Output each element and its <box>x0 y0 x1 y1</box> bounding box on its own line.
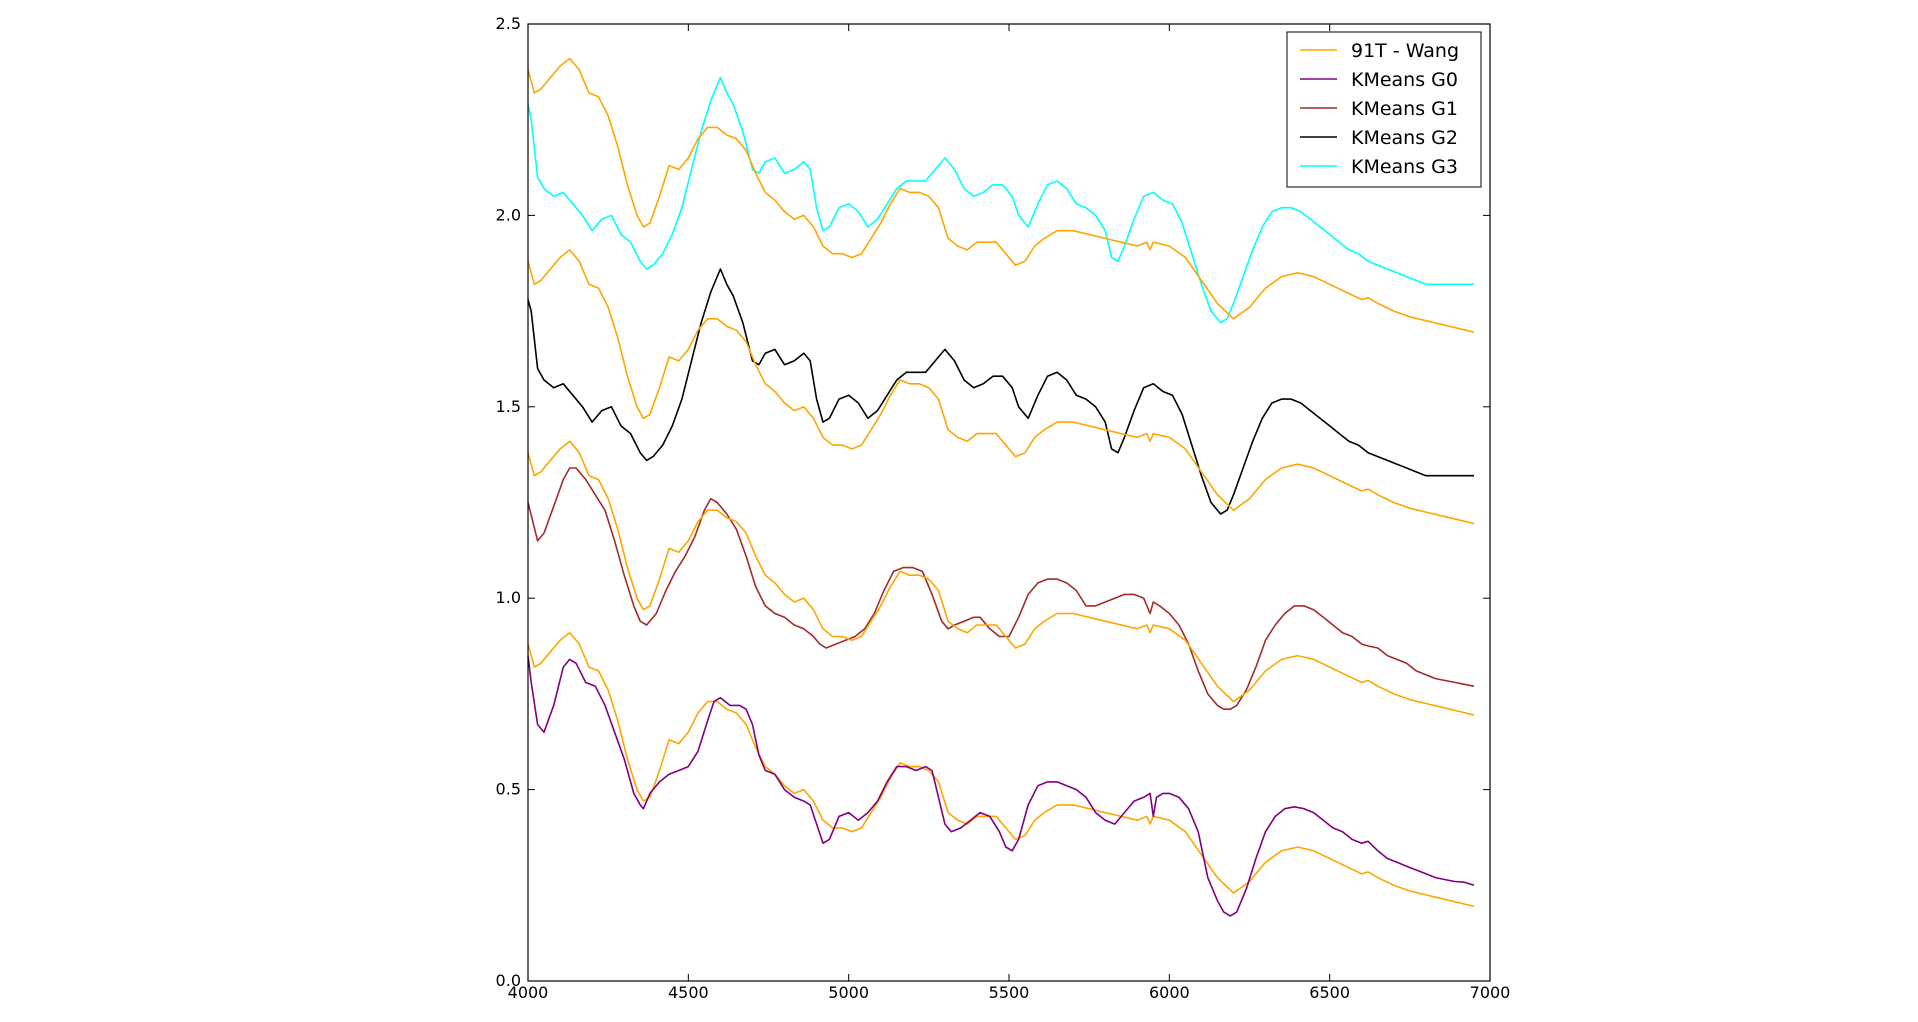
legend-label: KMeans G2 <box>1351 127 1458 149</box>
ticks-layer: 4000 4500 5000 5500 6000 6500 7000 0.0 0.5 1.0 1.5… <box>496 14 1511 1002</box>
legend: 91T - Wang KMeans G0 KMeans G1 KMeans G2 KMe… <box>1286 31 1482 188</box>
series-line-91t-wang-7 <box>527 57 1475 333</box>
x-tick-label: 6000 <box>1149 983 1190 1002</box>
x-tick-label: 4500 <box>668 983 709 1002</box>
y-tick-label: 1.0 <box>496 588 521 607</box>
y-tick-label: 0.0 <box>496 971 521 990</box>
x-tick-label: 6500 <box>1309 983 1350 1002</box>
series-layer <box>527 57 1475 917</box>
y-tick-label: 2.5 <box>496 14 521 33</box>
x-tick-label: 5500 <box>989 983 1030 1002</box>
y-tick-label: 2.0 <box>496 205 521 224</box>
series-line-kmeans-g2-4 <box>527 268 1474 515</box>
series-line-91t-wang-0 <box>527 631 1475 908</box>
series-line-kmeans-g0-1 <box>527 655 1475 917</box>
series-line-91t-wang-3 <box>527 440 1475 716</box>
legend-label: KMeans G3 <box>1351 156 1458 178</box>
legend-label: KMeans G0 <box>1351 69 1458 91</box>
x-tick-label: 5000 <box>828 983 869 1002</box>
y-tick-label: 1.5 <box>496 397 521 416</box>
series-line-kmeans-g1-2 <box>527 467 1475 711</box>
x-tick-label: 7000 <box>1470 983 1511 1002</box>
legend-label: 91T - Wang <box>1351 40 1459 62</box>
series-line-91t-wang-5 <box>527 249 1475 525</box>
series-line-kmeans-g3-6 <box>527 76 1474 324</box>
y-tick-label: 0.5 <box>496 780 521 799</box>
legend-label: KMeans G1 <box>1351 98 1458 120</box>
x-tick-label: 4000 <box>508 983 549 1002</box>
legend-box <box>1286 31 1482 188</box>
